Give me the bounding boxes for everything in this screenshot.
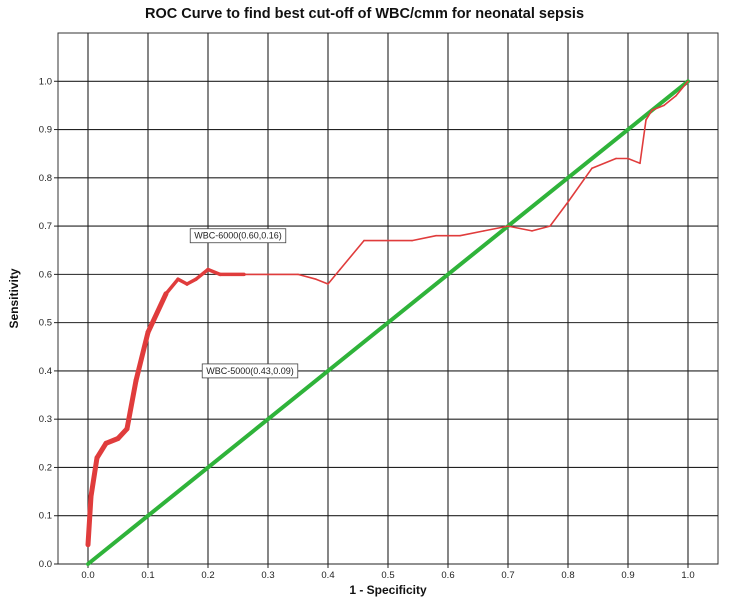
roc-curve-segment (531, 225, 551, 232)
y-tick-label: 0.8 (39, 173, 52, 184)
tick-labels: 0.0 0.1 0.2 0.3 0.4 0.5 0.6 0.7 0.8 0.9 1.0 0.0 0.1 0… (39, 76, 695, 581)
y-tick-label: 1.0 (39, 76, 52, 87)
roc-curve-segment (297, 273, 317, 281)
x-tick-label: 0.7 (501, 570, 514, 581)
annotation-text: WBC-5000(0.43,0.09) (206, 366, 294, 376)
y-tick-label: 0.6 (39, 269, 52, 280)
reference-diagonal-line (86, 79, 690, 566)
x-tick-label: 0.9 (621, 570, 634, 581)
roc-curve-segment (411, 234, 437, 242)
roc-curve-segment (206, 267, 222, 277)
y-tick-label: 0.3 (39, 414, 52, 425)
roc-curve-segment (651, 104, 665, 111)
roc-curve-segment (194, 267, 210, 281)
annotation-box (189, 228, 287, 244)
y-tick-label: 0.4 (39, 366, 52, 377)
roc-curve-segment (627, 157, 641, 165)
roc-curve-segment (133, 329, 151, 384)
x-tick-label: 0.1 (141, 570, 154, 581)
roc-curve-segment (124, 378, 139, 432)
roc-curve-segment (327, 268, 341, 285)
roc-curve-segment (164, 277, 180, 296)
roc-curve-segment (85, 493, 94, 548)
y-tick-label: 0.1 (39, 511, 52, 522)
roc-curve-segment (549, 201, 569, 227)
x-tick-label: 0.5 (381, 570, 394, 581)
y-tick-label: 0.9 (39, 125, 52, 136)
roc-curve-segment (88, 455, 100, 499)
y-tick-label: 0.0 (39, 559, 52, 570)
x-tick-label: 0.8 (561, 570, 574, 581)
roc-curve-segment (94, 440, 109, 461)
series (85, 79, 690, 566)
roc-curve-segment (663, 95, 677, 107)
roc-curve-segment (591, 157, 617, 169)
x-axis-label: 1 - Specificity (349, 583, 427, 597)
roc-curve-segment (507, 225, 533, 232)
y-tick-label: 0.2 (39, 462, 52, 473)
roc-curve-segment (315, 278, 329, 285)
annotations: WBC-6000(0.60,0.16) WBC-5000(0.43,0.09) (189, 228, 299, 379)
chart-title: ROC Curve to find best cut-off of WBC/cm… (144, 6, 585, 22)
y-tick-label: 0.7 (39, 221, 52, 232)
x-tick-label: 0.0 (81, 570, 94, 581)
roc-curve-segment (645, 109, 653, 121)
roc-curve-segment (639, 119, 647, 165)
x-tick-label: 0.4 (321, 570, 334, 581)
x-tick-label: 0.2 (201, 570, 214, 581)
roc-curve-segment (145, 291, 169, 335)
x-tick-label: 1.0 (681, 570, 694, 581)
roc-curve-segment (339, 239, 365, 271)
roc-curve-segment (483, 225, 509, 232)
x-tick-label: 0.6 (441, 570, 454, 581)
annotation-text: WBC-6000(0.60,0.16) (194, 231, 282, 241)
roc-curve-segment (459, 230, 485, 237)
y-axis-label: Sensitivity (7, 268, 21, 328)
annotation-label: WBC-5000(0.43,0.09) (201, 363, 299, 379)
annotation-box (201, 363, 299, 379)
roc-curve-segment (675, 80, 689, 97)
x-tick-label: 0.3 (261, 570, 274, 581)
annotation-label: WBC-6000(0.60,0.16) (189, 228, 287, 244)
roc-curve-segment (567, 167, 593, 203)
y-tick-label: 0.5 (39, 318, 52, 329)
